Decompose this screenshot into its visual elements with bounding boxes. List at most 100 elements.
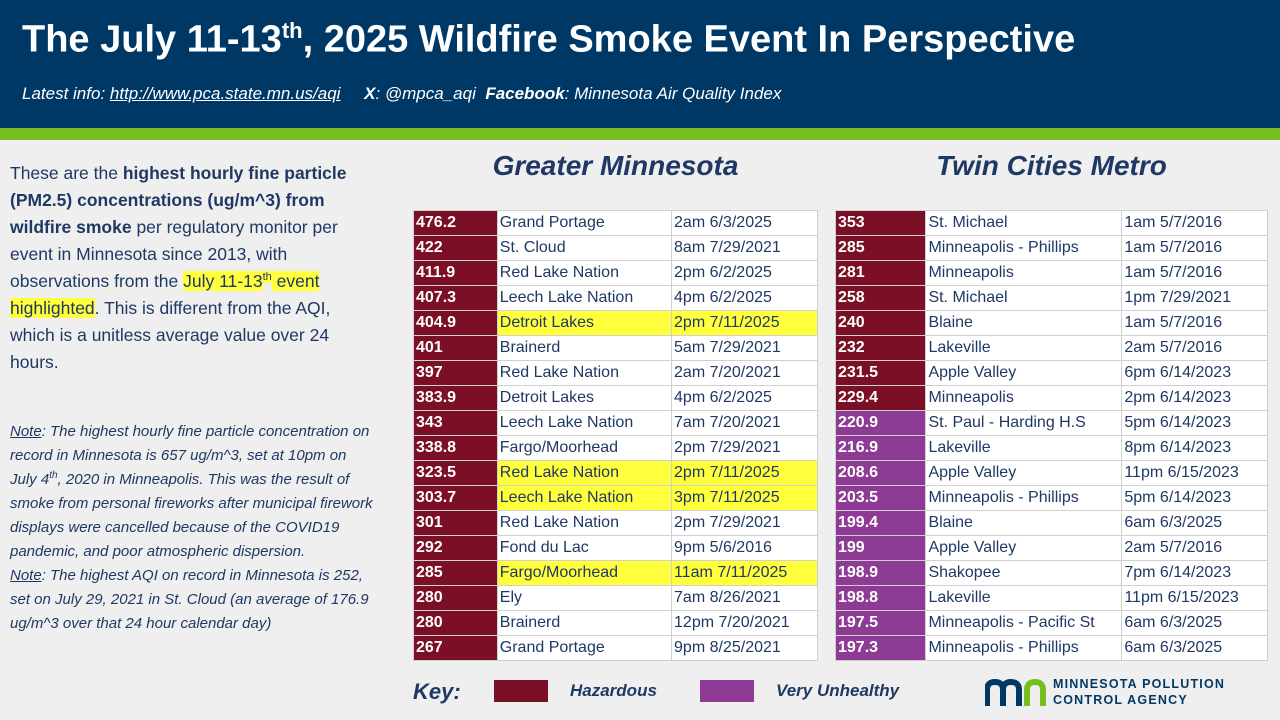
site-cell: Fargo/Moorhead <box>496 435 673 461</box>
time-cell: 8pm 6/14/2023 <box>1121 435 1268 461</box>
value-cell: 422 <box>413 235 498 261</box>
table-row: 285 Minneapolis - Phillips 1am 5/7/2016 <box>834 235 1268 261</box>
table-row: 240 Blaine 1am 5/7/2016 <box>834 310 1268 336</box>
value-cell: 343 <box>413 410 498 436</box>
time-cell: 4pm 6/2/2025 <box>671 385 818 411</box>
table-row: 203.5 Minneapolis - Phillips 5pm 6/14/2023 <box>834 485 1268 511</box>
value-cell: 220.9 <box>834 410 927 436</box>
data-table: 476.2 Grand Portage 2am 6/3/2025 422 St. Clo… <box>413 210 818 661</box>
facebook-label: Facebook <box>485 84 565 103</box>
time-cell: 9pm 8/25/2021 <box>671 635 818 661</box>
value-cell: 208.6 <box>834 460 927 486</box>
text-segment: : The highest hourly fine particle conce… <box>10 423 370 488</box>
value-cell: 229.4 <box>834 385 927 411</box>
key-swatch <box>700 680 754 702</box>
site-cell: Red Lake Nation <box>496 510 673 536</box>
site-cell: Grand Portage <box>496 635 673 661</box>
value-cell: 216.9 <box>834 435 927 461</box>
value-cell: 231.5 <box>834 360 927 386</box>
table-row: 258 St. Michael 1pm 7/29/2021 <box>834 285 1268 311</box>
site-cell: Leech Lake Nation <box>496 410 673 436</box>
table-row: 285 Fargo/Moorhead 11am 7/11/2025 <box>413 560 818 586</box>
site-cell: Shakopee <box>925 560 1123 586</box>
site-cell: St. Paul - Harding H.S <box>925 410 1123 436</box>
logo: MINNESOTA POLLUTION CONTROL AGENCY <box>985 674 1265 714</box>
time-cell: 1pm 7/29/2021 <box>1121 285 1268 311</box>
time-cell: 1am 5/7/2016 <box>1121 210 1268 236</box>
key-label: Key: <box>413 679 461 704</box>
table-row: 338.8 Fargo/Moorhead 2pm 7/29/2021 <box>413 435 818 461</box>
text-segment: highest hourly fine particle (PM2.5) con… <box>10 163 347 237</box>
table-row: 229.4 Minneapolis 2pm 6/14/2023 <box>834 385 1268 411</box>
table-row: 343 Leech Lake Nation 7am 7/20/2021 <box>413 410 818 436</box>
time-cell: 6pm 6/14/2023 <box>1121 360 1268 386</box>
key-swatch <box>494 680 548 702</box>
table-row: 197.5 Minneapolis - Pacific St 6am 6/3/202… <box>834 610 1268 636</box>
site-cell: Apple Valley <box>925 535 1123 561</box>
table-row: 216.9 Lakeville 8pm 6/14/2023 <box>834 435 1268 461</box>
time-cell: 11am 7/11/2025 <box>671 560 818 586</box>
table-row: 301 Red Lake Nation 2pm 7/29/2021 <box>413 510 818 536</box>
time-cell: 6am 6/3/2025 <box>1121 610 1268 636</box>
value-cell: 401 <box>413 335 498 361</box>
table-row: 407.3 Leech Lake Nation 4pm 6/2/2025 <box>413 285 818 311</box>
value-cell: 199 <box>834 535 927 561</box>
table-row: 197.3 Minneapolis - Phillips 6am 6/3/2025 <box>834 635 1268 661</box>
table-row: 383.9 Detroit Lakes 4pm 6/2/2025 <box>413 385 818 411</box>
value-cell: 281 <box>834 260 927 286</box>
logo-mark <box>985 678 1046 706</box>
value-cell: 338.8 <box>413 435 498 461</box>
value-cell: 258 <box>834 285 927 311</box>
time-cell: 2pm 6/2/2025 <box>671 260 818 286</box>
time-cell: 1am 5/7/2016 <box>1121 260 1268 286</box>
page-title: The July 11-13th, 2025 Wildfire Smoke Ev… <box>22 18 1075 62</box>
site-cell: Red Lake Nation <box>496 460 673 486</box>
table-heading: Greater Minnesota <box>492 150 739 181</box>
text-segment: Note <box>10 423 42 440</box>
table-row: 476.2 Grand Portage 2am 6/3/2025 <box>413 210 818 236</box>
time-cell: 5pm 6/14/2023 <box>1121 485 1268 511</box>
value-cell: 303.7 <box>413 485 498 511</box>
table-row: 411.9 Red Lake Nation 2pm 6/2/2025 <box>413 260 818 286</box>
site-cell: Leech Lake Nation <box>496 485 673 511</box>
value-cell: 198.8 <box>834 585 927 611</box>
text-segment: th <box>49 470 58 481</box>
text-segment: th <box>262 271 272 284</box>
table-row: 231.5 Apple Valley 6pm 6/14/2023 <box>834 360 1268 386</box>
info-link[interactable]: http://www.pca.state.mn.us/aqi <box>109 84 341 103</box>
time-cell: 7am 8/26/2021 <box>671 585 818 611</box>
time-cell: 2am 5/7/2016 <box>1121 335 1268 361</box>
table-row: 401 Brainerd 5am 7/29/2021 <box>413 335 818 361</box>
site-cell: Red Lake Nation <box>496 360 673 386</box>
site-cell: Minneapolis <box>925 385 1123 411</box>
site-cell: Blaine <box>925 310 1123 336</box>
logo-line: MINNESOTA POLLUTION <box>1053 677 1226 691</box>
time-cell: 7am 7/20/2021 <box>671 410 818 436</box>
value-cell: 280 <box>413 610 498 636</box>
site-cell: Lakeville <box>925 435 1123 461</box>
text-segment: July 11-13 <box>183 271 263 291</box>
time-cell: 2pm 7/29/2021 <box>671 435 818 461</box>
text-segment: : The highest AQI on record in Minnesota… <box>10 567 369 632</box>
text-segment: per regulatory monitor per event in Minn… <box>10 217 338 291</box>
value-cell: 476.2 <box>413 210 498 236</box>
table-heading: Twin Cities Metro <box>936 150 1167 181</box>
time-cell: 5am 7/29/2021 <box>671 335 818 361</box>
key-item-label: Hazardous <box>570 681 657 700</box>
time-cell: 6am 6/3/2025 <box>1121 510 1268 536</box>
text-segment: These are the <box>10 163 123 183</box>
title-sup: th <box>281 18 303 43</box>
site-cell: St. Michael <box>925 285 1123 311</box>
site-cell: Blaine <box>925 510 1123 536</box>
x-label: X <box>364 84 376 103</box>
title-rest: , 2025 Wildfire Smoke Event In Perspecti… <box>302 18 1076 61</box>
table-row: 198.9 Shakopee 7pm 6/14/2023 <box>834 560 1268 586</box>
site-cell: Apple Valley <box>925 360 1123 386</box>
time-cell: 1am 5/7/2016 <box>1121 235 1268 261</box>
value-cell: 197.3 <box>834 635 927 661</box>
time-cell: 3pm 7/11/2025 <box>671 485 818 511</box>
time-cell: 12pm 7/20/2021 <box>671 610 818 636</box>
info-label: Latest info: <box>22 84 106 103</box>
site-cell: Brainerd <box>496 610 673 636</box>
